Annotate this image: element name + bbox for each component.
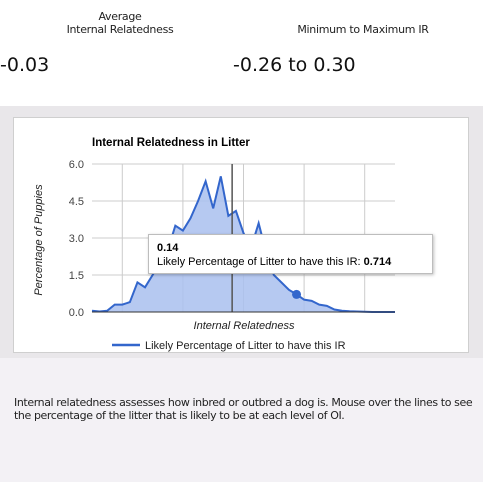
- y-tick-label: 3.0: [69, 233, 84, 245]
- tooltip-y-value: 0.714: [363, 256, 392, 268]
- y-axis-label: Percentage of Puppies: [33, 184, 45, 296]
- description-text: Internal relatedness assesses how inbred…: [14, 396, 473, 422]
- tooltip-line: Likely Percentage of Litter to have this…: [157, 255, 424, 269]
- average-label: Average Internal Relatedness: [66, 10, 174, 36]
- tooltip-x-value: 0.14: [157, 242, 179, 254]
- range-label: Minimum to Maximum IR: [297, 23, 429, 36]
- range-stat: Minimum to Maximum IR: [243, 10, 483, 36]
- y-tick-label: 1.5: [69, 270, 84, 282]
- y-tick-label: 4.5: [69, 196, 84, 208]
- y-tick-label: 0.0: [69, 307, 84, 319]
- tooltip-series-label: Likely Percentage of Litter to have this…: [157, 256, 361, 268]
- axis-labels: 0.0 1.5 3.0 4.5 6.0: [69, 159, 84, 319]
- y-tick-label: 6.0: [69, 159, 84, 171]
- chart-tooltip: 0.14 Likely Percentage of Litter to have…: [148, 234, 433, 274]
- highlight-point[interactable]: [292, 289, 302, 299]
- x-axis-label: Internal Relatedness: [194, 320, 295, 332]
- average-stat: Average Internal Relatedness: [0, 10, 240, 36]
- legend[interactable]: Likely Percentage of Litter to have this…: [112, 340, 346, 352]
- legend-label: Likely Percentage of Litter to have this…: [145, 340, 346, 352]
- chart-title: Internal Relatedness in Litter: [92, 137, 250, 149]
- series-line[interactable]: [91, 176, 395, 313]
- summary-section: Average Internal Relatedness -0.03 Minim…: [0, 0, 483, 106]
- average-value: -0.03: [0, 54, 50, 76]
- range-value: -0.26 to 0.30: [233, 54, 356, 76]
